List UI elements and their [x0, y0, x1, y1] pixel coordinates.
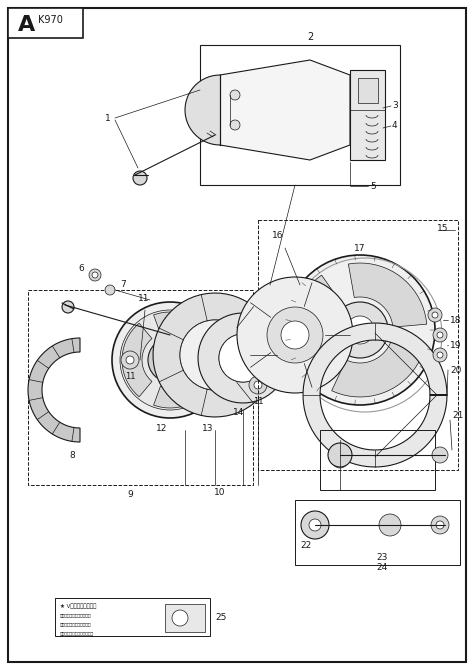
Polygon shape: [332, 341, 423, 397]
Polygon shape: [122, 323, 152, 397]
Circle shape: [249, 376, 267, 394]
Polygon shape: [348, 263, 427, 327]
Bar: [358, 78, 378, 103]
Circle shape: [62, 301, 74, 313]
Bar: [28, 290, 253, 485]
Text: 18: 18: [450, 316, 462, 324]
Text: 6: 6: [78, 263, 84, 273]
Text: 19: 19: [450, 340, 462, 350]
Circle shape: [309, 519, 321, 531]
Circle shape: [428, 308, 442, 322]
Circle shape: [433, 348, 447, 362]
Circle shape: [219, 334, 267, 382]
Polygon shape: [293, 275, 341, 373]
Text: 10: 10: [214, 488, 226, 497]
Circle shape: [230, 120, 240, 130]
Polygon shape: [303, 323, 447, 467]
Text: 11: 11: [125, 371, 135, 381]
Circle shape: [379, 514, 401, 536]
Text: 16: 16: [272, 230, 284, 239]
Polygon shape: [28, 338, 80, 442]
Circle shape: [105, 285, 115, 295]
Text: 21: 21: [452, 411, 464, 419]
Circle shape: [433, 328, 447, 342]
Circle shape: [158, 348, 182, 372]
Text: 8: 8: [69, 450, 75, 460]
Circle shape: [432, 312, 438, 318]
Text: 12: 12: [156, 423, 168, 433]
Circle shape: [297, 280, 307, 290]
Text: 17: 17: [354, 243, 366, 253]
Text: ベルトの取り換えに際し、: ベルトの取り換えに際し、: [60, 614, 91, 618]
Text: 7: 7: [120, 279, 126, 289]
Text: 4: 4: [392, 121, 398, 129]
Bar: [258, 220, 458, 470]
Text: 20: 20: [450, 366, 461, 375]
Circle shape: [120, 310, 220, 410]
Text: 13: 13: [202, 423, 214, 433]
Circle shape: [328, 443, 352, 467]
Text: 2: 2: [307, 32, 313, 42]
Text: ねじをゆるめ、テンション: ねじをゆるめ、テンション: [60, 623, 91, 627]
Text: 24: 24: [376, 563, 388, 572]
Text: K970: K970: [38, 15, 63, 25]
Text: 14: 14: [233, 407, 245, 417]
Circle shape: [436, 521, 444, 529]
Text: ★ Vベルトの取り換し: ★ Vベルトの取り換し: [60, 603, 96, 609]
Polygon shape: [154, 365, 217, 408]
Bar: [165, 604, 205, 632]
Circle shape: [437, 352, 443, 358]
Text: 11: 11: [138, 293, 149, 302]
Bar: [295, 500, 460, 565]
Polygon shape: [154, 312, 217, 355]
Polygon shape: [185, 75, 220, 145]
Circle shape: [267, 307, 323, 363]
Circle shape: [172, 610, 188, 626]
Circle shape: [92, 272, 98, 278]
Circle shape: [121, 351, 139, 369]
Circle shape: [281, 321, 309, 349]
Bar: [8, 8, 83, 38]
Circle shape: [148, 338, 192, 382]
Circle shape: [332, 302, 388, 358]
Bar: [350, 70, 385, 160]
Circle shape: [126, 356, 134, 364]
Text: をとってからベルトをはずす: をとってからベルトをはずす: [60, 632, 94, 636]
Circle shape: [89, 269, 101, 281]
Text: 5: 5: [370, 182, 376, 190]
Text: 22: 22: [300, 541, 311, 549]
Bar: [55, 598, 210, 636]
Circle shape: [112, 302, 228, 418]
Circle shape: [254, 381, 262, 389]
Text: 11: 11: [253, 397, 263, 405]
Bar: [320, 430, 435, 490]
Circle shape: [332, 452, 348, 468]
Polygon shape: [220, 60, 350, 160]
Circle shape: [133, 171, 147, 185]
Text: 25: 25: [215, 614, 227, 622]
Circle shape: [431, 516, 449, 534]
Circle shape: [432, 447, 448, 463]
Circle shape: [237, 277, 353, 393]
Polygon shape: [198, 313, 288, 403]
Circle shape: [180, 320, 250, 390]
Circle shape: [230, 90, 240, 100]
Circle shape: [301, 511, 329, 539]
Polygon shape: [153, 293, 277, 417]
Text: 23: 23: [376, 553, 388, 561]
Text: 9: 9: [127, 490, 133, 499]
Circle shape: [346, 316, 374, 344]
Text: 3: 3: [392, 100, 398, 109]
Bar: [200, 45, 400, 185]
Circle shape: [285, 255, 435, 405]
Text: 1: 1: [105, 113, 111, 123]
Text: 15: 15: [437, 224, 448, 232]
Text: A: A: [18, 15, 35, 35]
Circle shape: [437, 332, 443, 338]
